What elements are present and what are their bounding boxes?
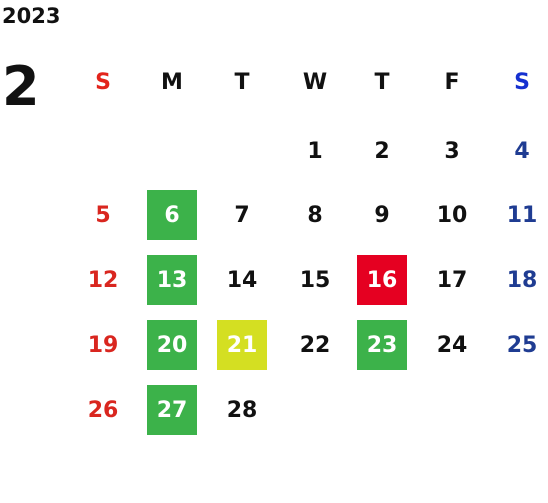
day: 19: [87, 332, 119, 358]
day: 15: [299, 267, 331, 293]
day: 26: [87, 397, 119, 423]
day: 28: [226, 397, 258, 423]
day: 11: [506, 202, 538, 228]
day: 9: [374, 202, 390, 228]
day-highlight: 6: [147, 190, 197, 240]
day: 24: [436, 332, 468, 358]
day: 5: [95, 202, 111, 228]
day: 10: [436, 202, 468, 228]
day-highlight: 16: [357, 255, 407, 305]
day: 7: [234, 202, 250, 228]
day: 17: [436, 267, 468, 293]
year: 2023: [2, 4, 61, 28]
day-highlight: 27: [147, 385, 197, 435]
day-highlight: 20: [147, 320, 197, 370]
day: 8: [307, 202, 323, 228]
weekday: T: [374, 69, 390, 95]
day: 1: [307, 138, 323, 164]
day: 22: [299, 332, 331, 358]
weekday: S: [95, 69, 111, 95]
weekday: W: [302, 69, 328, 95]
weekday: T: [234, 69, 250, 95]
day: 25: [506, 332, 538, 358]
day: 3: [444, 138, 460, 164]
day: 4: [514, 138, 530, 164]
day: 14: [226, 267, 258, 293]
weekday: S: [514, 69, 530, 95]
weekday: F: [444, 69, 460, 95]
day-highlight: 23: [357, 320, 407, 370]
day-highlight: 13: [147, 255, 197, 305]
day: 2: [374, 138, 390, 164]
month: 2: [2, 55, 40, 118]
day: 12: [87, 267, 119, 293]
day: 18: [506, 267, 538, 293]
weekday: M: [161, 69, 183, 95]
day-highlight: 21: [217, 320, 267, 370]
